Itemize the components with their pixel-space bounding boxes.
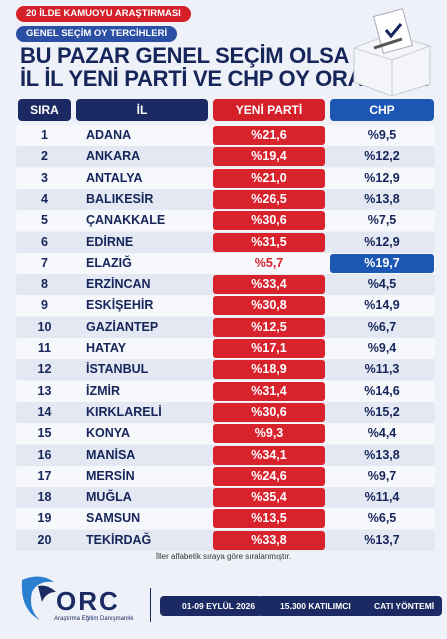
chp-value: %14,6 bbox=[364, 383, 400, 398]
province: MANİSA bbox=[86, 447, 136, 462]
chp-value: %12,2 bbox=[364, 149, 400, 164]
yeni-parti-value: %30,6 bbox=[213, 402, 325, 422]
province: MERSİN bbox=[86, 468, 135, 483]
province: ADANA bbox=[86, 128, 132, 142]
province: MUĞLA bbox=[86, 490, 132, 505]
province: KIRKLARELİ bbox=[86, 404, 162, 419]
province: TEKİRDAĞ bbox=[86, 532, 152, 547]
yeni-parti-value: %5,7 bbox=[254, 255, 284, 270]
yeni-parti-value: %30,6 bbox=[213, 211, 325, 231]
chp-value: %15,2 bbox=[364, 404, 400, 419]
yeni-parti-value: %19,4 bbox=[213, 147, 325, 167]
participants: 15.300 KATILIMCI bbox=[258, 596, 359, 616]
province: ANTALYA bbox=[86, 170, 143, 185]
rank: 2 bbox=[41, 149, 48, 164]
rank: 13 bbox=[37, 383, 52, 398]
yeni-parti-value: %21,6 bbox=[213, 126, 325, 145]
rank: 15 bbox=[37, 426, 52, 441]
chp-value: %9,7 bbox=[367, 468, 397, 483]
rank: 5 bbox=[41, 213, 48, 228]
method: CATI YÖNTEMİ bbox=[352, 596, 443, 616]
province: ELAZIĞ bbox=[86, 255, 132, 270]
province: ESKİŞEHİR bbox=[86, 298, 154, 313]
ballot-box bbox=[353, 8, 431, 96]
province: BALIKESİR bbox=[86, 191, 154, 206]
province: EDİRNE bbox=[86, 234, 134, 249]
yeni-parti-value: %21,0 bbox=[213, 168, 325, 188]
rank: 4 bbox=[41, 191, 48, 206]
chp-value: %19,7 bbox=[330, 253, 434, 273]
chp-value: %13,8 bbox=[364, 191, 400, 206]
yeni-parti-value: %12,5 bbox=[213, 317, 325, 337]
divider bbox=[150, 588, 151, 622]
rank: 17 bbox=[37, 468, 52, 483]
chp-value: %11,3 bbox=[364, 362, 400, 377]
logo-text: ORC bbox=[56, 586, 120, 616]
title: BU PAZAR GENEL SEÇİM OLSA bbox=[20, 43, 350, 68]
chp-value: %13,7 bbox=[364, 532, 400, 547]
yeni-parti-value: %33,8 bbox=[213, 530, 325, 550]
province: İZMİR bbox=[86, 383, 121, 398]
chp-value: %9,4 bbox=[367, 341, 397, 355]
province: ERZİNCAN bbox=[86, 277, 151, 292]
rank: 20 bbox=[37, 532, 52, 547]
note: İller alfabetik sıraya göre sıralanmıştı… bbox=[155, 552, 292, 561]
chp-value: %6,7 bbox=[367, 319, 397, 334]
tag: GENEL SEÇİM OY TERCİHLERİ bbox=[16, 26, 178, 42]
logo-subtitle: Araştırma Eğitim Danışmanlık bbox=[54, 616, 134, 622]
rank: 10 bbox=[37, 319, 52, 334]
yeni-parti-value: %24,6 bbox=[213, 466, 325, 486]
yeni-parti-value: %17,1 bbox=[213, 339, 325, 358]
chp-value: %4,5 bbox=[367, 277, 397, 292]
province: ÇANAKKALE bbox=[86, 213, 166, 228]
column-header: SIRA bbox=[18, 99, 71, 121]
rank: 16 bbox=[37, 447, 52, 462]
rank: 14 bbox=[37, 404, 52, 419]
yeni-parti-value: %13,5 bbox=[213, 509, 325, 529]
province: HATAY bbox=[86, 341, 127, 355]
chp-value: %6,5 bbox=[367, 511, 397, 526]
column-header: CHP bbox=[330, 99, 434, 121]
chp-value: %4,4 bbox=[367, 426, 397, 441]
rank: 11 bbox=[37, 341, 52, 355]
province: İSTANBUL bbox=[86, 362, 149, 377]
chp-value: %11,4 bbox=[364, 490, 400, 505]
yeni-parti-value: %30,8 bbox=[213, 296, 325, 316]
province: KONYA bbox=[86, 426, 130, 441]
column-header: İL bbox=[76, 99, 208, 121]
province: SAMSUN bbox=[86, 511, 141, 526]
rank: 3 bbox=[41, 170, 48, 185]
logo: ORC Araştırma Eğitim Danışmanlık bbox=[18, 572, 148, 628]
yeni-parti-value: %9,3 bbox=[213, 424, 325, 444]
yeni-parti-value: %26,5 bbox=[213, 189, 325, 209]
rank: 1 bbox=[41, 128, 48, 142]
rank: 8 bbox=[41, 277, 48, 292]
rank: 6 bbox=[41, 234, 48, 249]
province: ANKARA bbox=[86, 149, 141, 164]
logo-icon bbox=[21, 576, 56, 620]
chp-value: %14,9 bbox=[364, 298, 400, 313]
column-header: YENİ PARTİ bbox=[213, 99, 325, 121]
province: GAZİANTEP bbox=[86, 319, 159, 334]
yeni-parti-value: %35,4 bbox=[213, 488, 325, 508]
rank: 19 bbox=[37, 511, 52, 526]
yeni-parti-value: %31,5 bbox=[213, 232, 325, 252]
chp-value: %13,8 bbox=[364, 447, 400, 462]
rank: 18 bbox=[37, 490, 52, 505]
chp-value: %12,9 bbox=[364, 170, 400, 185]
chp-value: %7,5 bbox=[367, 213, 397, 228]
rank: 7 bbox=[41, 255, 48, 270]
chp-value: %12,9 bbox=[364, 234, 400, 249]
tag: 20 İLDE KAMUOYU ARAŞTIRMASI bbox=[16, 6, 191, 22]
rank: 12 bbox=[37, 362, 52, 377]
rank: 9 bbox=[41, 298, 48, 313]
yeni-parti-value: %33,4 bbox=[213, 275, 325, 295]
chp-value: %9,5 bbox=[367, 128, 397, 142]
yeni-parti-value: %31,4 bbox=[213, 381, 325, 401]
date: 01-09 EYLÜL 2026 bbox=[160, 596, 264, 616]
yeni-parti-value: %34,1 bbox=[213, 445, 325, 465]
yeni-parti-value: %18,9 bbox=[213, 360, 325, 380]
